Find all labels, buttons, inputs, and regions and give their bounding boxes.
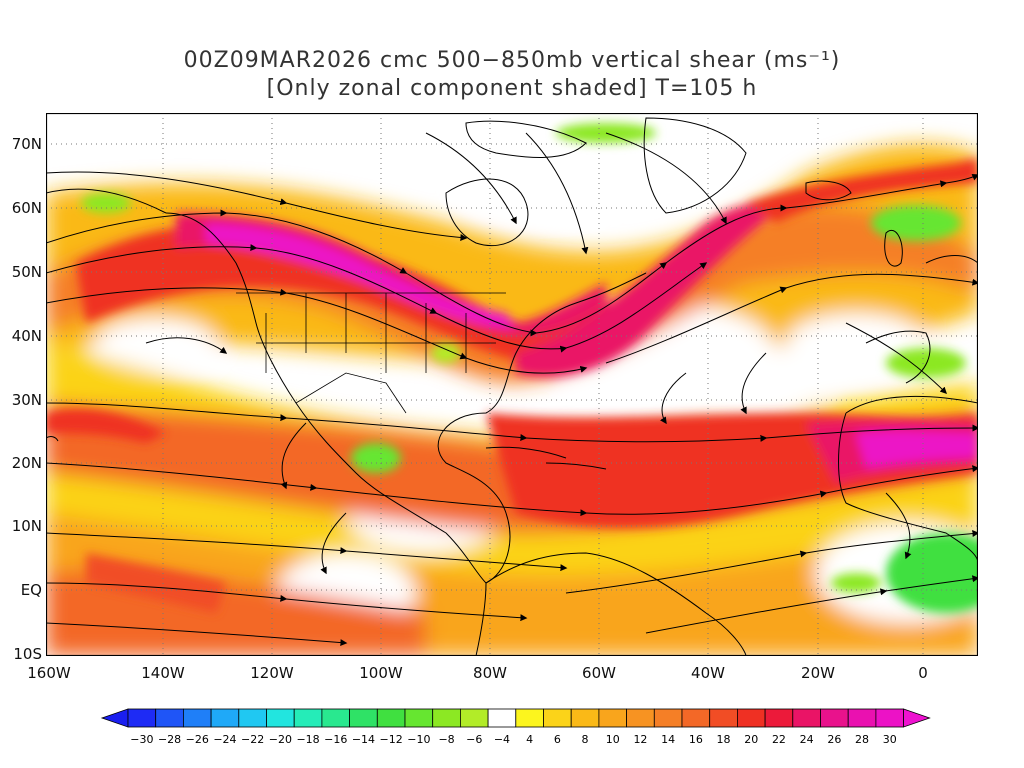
colorbar-cell — [404, 708, 434, 728]
lon-label-80w: 80W — [473, 664, 507, 682]
colorbar-cell — [681, 708, 711, 728]
colorbar-label: 12 — [633, 733, 647, 746]
colorbar-cell — [155, 708, 184, 728]
lat-label-10s: 10S — [13, 645, 42, 663]
colorbar-label: −26 — [186, 733, 209, 746]
lon-label-160w: 160W — [27, 664, 71, 682]
colorbar-cell — [764, 708, 794, 728]
colorbar-arrow-low — [100, 708, 129, 728]
colorbar-cell — [875, 708, 905, 728]
colorbar-label: 14 — [661, 733, 675, 746]
lon-label-20w: 20W — [801, 664, 835, 682]
colorbar-label: −20 — [269, 733, 292, 746]
colorbar-label: 26 — [827, 733, 841, 746]
colorbar-label: −12 — [380, 733, 403, 746]
colorbar-cell — [543, 708, 572, 728]
colorbar-cell — [487, 708, 517, 728]
lon-label-140w: 140W — [141, 664, 185, 682]
colorbar-label: −4 — [494, 733, 510, 746]
colorbar-label: 18 — [717, 733, 731, 746]
colorbar-cell — [182, 708, 212, 728]
colorbar-cells — [100, 708, 931, 728]
colorbar-cell — [820, 708, 849, 728]
lon-label-120w: 120W — [250, 664, 294, 682]
lat-label-40n: 40N — [11, 327, 42, 345]
streamlines — [46, 132, 978, 647]
lat-label-eq: EQ — [20, 581, 42, 599]
colorbar-label: −10 — [407, 733, 430, 746]
colorbar-label: −18 — [296, 733, 319, 746]
colorbar-label: 30 — [883, 733, 897, 746]
colorbar-labels: −30 −28 −26 −24 −22 −20 −18 −16 −14 −12 −10 −8 −6 −4 4… — [130, 733, 897, 746]
lon-label-40w: 40W — [691, 664, 725, 682]
colorbar-cell — [847, 708, 877, 728]
lat-label-70n: 70N — [11, 135, 42, 153]
colorbar-cell — [792, 708, 821, 728]
colorbar-label: −24 — [213, 733, 236, 746]
colorbar-cell — [266, 708, 295, 728]
colorbar-label: 16 — [689, 733, 703, 746]
lat-label-60n: 60N — [11, 199, 42, 217]
colorbar-label: 6 — [554, 733, 561, 746]
colorbar-label: −6 — [466, 733, 482, 746]
colorbar-label: 22 — [772, 733, 786, 746]
colorbar-cell — [598, 708, 628, 728]
colorbar-label: −22 — [241, 733, 264, 746]
map-frame — [46, 113, 978, 656]
colorbar-cell — [238, 708, 267, 728]
colorbar-cell — [570, 708, 600, 728]
colorbar-label: 8 — [582, 733, 589, 746]
colorbar-cell — [432, 708, 461, 728]
lat-label-50n: 50N — [11, 263, 42, 281]
colorbar-cell — [321, 708, 350, 728]
colorbar-label: 4 — [526, 733, 533, 746]
colorbar-cell — [210, 708, 240, 728]
lat-label-10n: 10N — [11, 517, 42, 535]
shear-map — [46, 113, 978, 656]
colorbar-cell — [376, 708, 406, 728]
colorbar-label: 20 — [744, 733, 758, 746]
colorbar-label: 24 — [800, 733, 814, 746]
colorbar-cell — [293, 708, 323, 728]
lon-label-60w: 60W — [582, 664, 616, 682]
colorbar-cell — [737, 708, 766, 728]
colorbar-cell — [349, 708, 378, 728]
colorbar-label: 10 — [606, 733, 620, 746]
colorbar-label: −28 — [158, 733, 181, 746]
lon-label-100w: 100W — [359, 664, 403, 682]
colorbar-label: −16 — [324, 733, 347, 746]
colorbar-cell — [127, 708, 157, 728]
lat-label-20n: 20N — [11, 454, 42, 472]
colorbar-label: −30 — [130, 733, 153, 746]
colorbar-cell — [459, 708, 489, 728]
colorbar: −30 −28 −26 −24 −22 −20 −18 −16 −14 −12 −10 −8 −6 −4 4… — [100, 708, 931, 746]
lat-label-30n: 30N — [11, 391, 42, 409]
lon-label-0: 0 — [918, 664, 928, 682]
colorbar-cell — [626, 708, 655, 728]
colorbar-arrow-high — [903, 708, 931, 728]
colorbar-label: −14 — [352, 733, 375, 746]
colorbar-cell — [515, 708, 544, 728]
colorbar-label: 28 — [855, 733, 869, 746]
colorbar-label: −8 — [438, 733, 454, 746]
chart-title-line1: 00Z09MAR2026 cmc 500−850mb vertical shea… — [183, 48, 841, 73]
colorbar-cell — [709, 708, 738, 728]
chart-title-line2: [Only zonal component shaded] T=105 h — [266, 76, 758, 101]
colorbar-cell — [653, 708, 683, 728]
